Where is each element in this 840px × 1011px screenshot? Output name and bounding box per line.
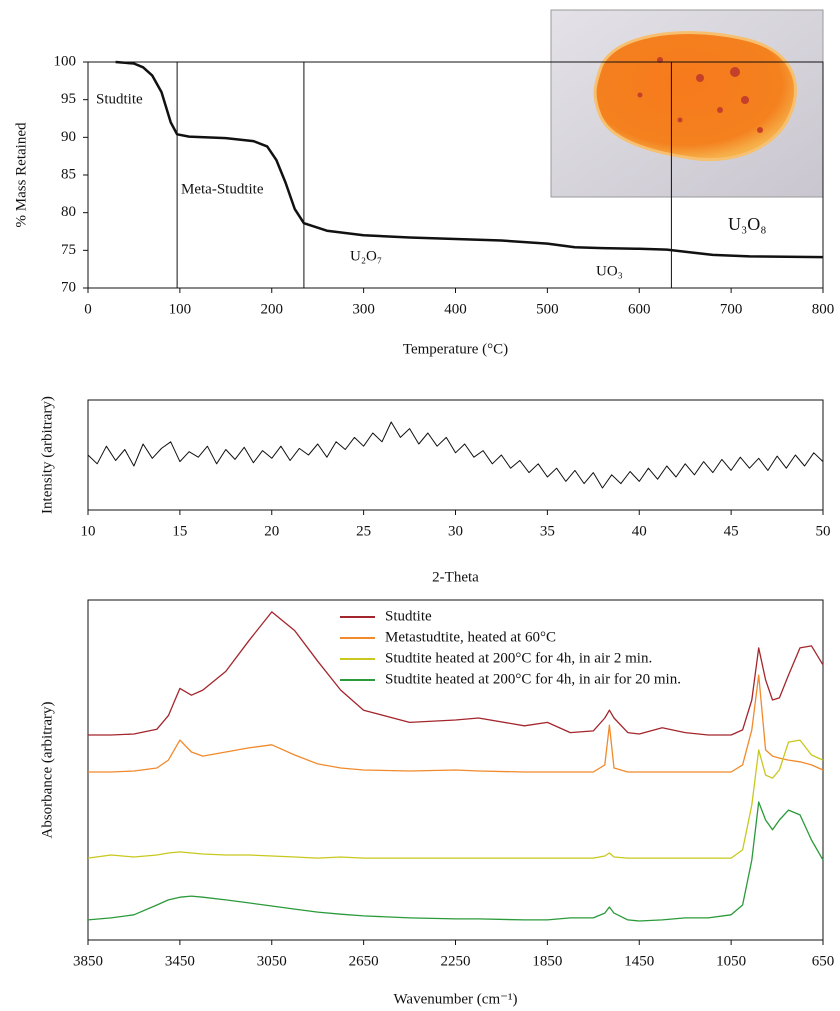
y-axis-label: Absorbance (arbitrary) [39,701,55,838]
y-tick-label: 85 [61,166,76,182]
data-line [88,674,824,773]
phase-label: U₂O₇ [350,248,382,264]
x-tick-label: 30 [448,523,463,539]
x-tick-label: 600 [628,301,651,317]
legend-label: Studtite [385,608,432,624]
phase-label: UO₃ [596,263,623,279]
x-tick-label: 2250 [441,953,471,969]
x-tick-label: 100 [169,301,192,317]
x-tick-label: 200 [261,301,284,317]
x-tick-label: 300 [352,301,375,317]
x-axis-label: 2-Theta [432,569,479,585]
x-tick-label: 35 [540,523,555,539]
legend-label: Studtite heated at 200°C for 4h, in air … [385,671,681,687]
y-tick-label: 70 [61,279,76,295]
plot-frame [87,399,824,511]
x-tick-label: 3050 [257,953,287,969]
legend-label: Metastudtite, heated at 60°C [385,629,556,645]
x-tick-label: 3450 [165,953,195,969]
x-tick-label: 10 [81,523,96,539]
x-tick-label: 0 [84,301,92,317]
x-axis-label: Wavenumber (cm⁻¹) [393,991,517,1007]
y-tick-label: 100 [54,53,77,69]
y-axis-label: % Mass Retained [13,122,29,227]
x-tick-label: 1850 [532,953,562,969]
y-tick-label: 95 [61,91,76,107]
x-tick-label: 1050 [716,953,746,969]
data-line [88,611,824,736]
x-tick-label: 500 [536,301,559,317]
y-axis-label: Intensity (arbitrary) [39,396,55,514]
phase-label: Studtite [96,91,143,107]
y-tick-label: 80 [61,204,76,220]
phase-label: Meta-Studtite [181,181,264,197]
x-axis-label: Temperature (°C) [403,341,508,357]
x-tick-label: 40 [632,523,647,539]
x-tick-label: 3850 [73,953,103,969]
x-tick-label: 45 [724,523,739,539]
x-tick-label: 650 [812,953,835,969]
data-line [87,739,824,859]
data-line [87,421,824,489]
y-tick-label: 90 [61,129,76,145]
x-tick-label: 2650 [349,953,379,969]
x-tick-label: 15 [172,523,187,539]
inset-photo [550,9,824,198]
data-line [87,801,824,922]
x-tick-label: 700 [720,301,743,317]
phase-label: U₃O₈ [728,214,767,234]
x-tick-label: 50 [816,523,831,539]
x-tick-label: 20 [264,523,279,539]
x-tick-label: 400 [444,301,467,317]
x-tick-label: 1450 [624,953,654,969]
legend-label: Studtite heated at 200°C for 4h, in air … [385,650,652,666]
x-tick-label: 25 [356,523,371,539]
x-tick-label: 800 [812,301,835,317]
data-line [115,60,824,259]
y-tick-label: 75 [61,242,76,258]
